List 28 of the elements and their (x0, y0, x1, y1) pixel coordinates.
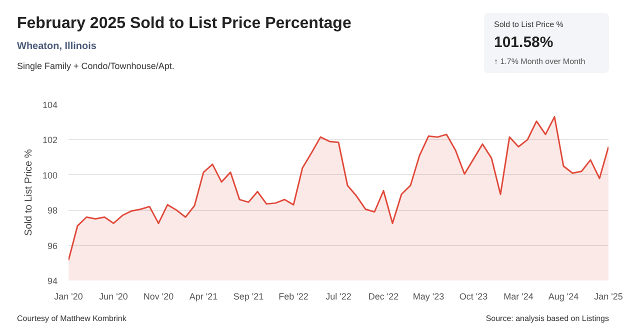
y-tick-label: 104 (42, 100, 58, 110)
chart-title: February 2025 Sold to List Price Percentage (17, 14, 352, 34)
x-tick-label: Apr '21 (189, 292, 218, 302)
text: Courtesy of Matthew Kombrink (17, 313, 126, 324)
x-tick-label: Sep '21 (233, 292, 264, 302)
x-tick-label: Aug '24 (548, 292, 579, 302)
x-tick-label: Mar '24 (504, 292, 534, 302)
x-tick-label: May '23 (412, 292, 444, 302)
y-tick-label: 102 (42, 135, 58, 146)
y-tick-label: 96 (47, 240, 58, 251)
x-tick-label: Jul '22 (326, 292, 352, 302)
text: Single Family + Condo/Townhouse/Apt. (17, 60, 176, 73)
x-tick-label: Jan '25 (594, 292, 623, 302)
y-tick-label: 94 (47, 276, 58, 286)
x-tick-label: Feb '22 (278, 292, 308, 302)
x-tick-label: Nov '20 (143, 292, 174, 302)
x-tick-label: Jan '20 (54, 292, 83, 302)
text: Sold to List Price % (494, 19, 564, 30)
y-axis-title: Sold to List Price % (23, 149, 34, 236)
x-tick-label: Jun '20 (99, 292, 128, 302)
x-tick-label: Oct '23 (459, 292, 488, 302)
text: ↑ 1.7% Month over Month (494, 56, 586, 68)
x-tick-label: Dec '22 (368, 292, 399, 302)
source-note: Source: analysis based on Listings (486, 313, 609, 324)
chart-subtitle: Wheaton, Illinois (17, 40, 98, 54)
text: 101.58% (494, 33, 554, 54)
y-tick-label: 98 (47, 206, 58, 216)
y-tick-label: 100 (42, 170, 58, 180)
